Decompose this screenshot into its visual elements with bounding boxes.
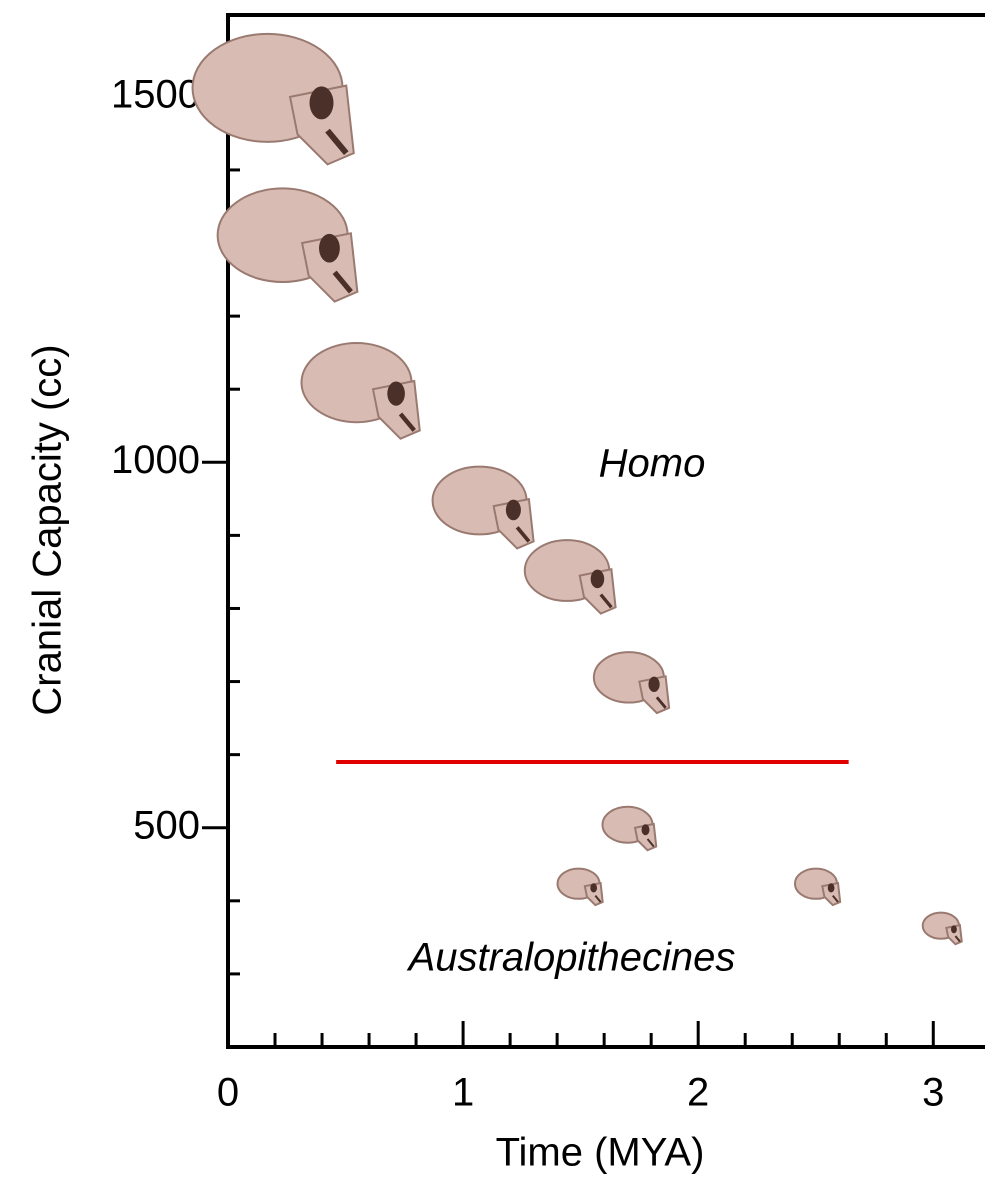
y-axis-label: Cranial Capacity (cc) — [26, 344, 70, 715]
skull-teeth — [594, 895, 602, 903]
y-tick-label: 1500 — [111, 72, 200, 116]
x-tick-label: 3 — [922, 1071, 944, 1115]
x-tick-label: 0 — [217, 1071, 239, 1115]
skull-point — [216, 187, 359, 303]
annotation: Homo — [599, 442, 706, 486]
y-tick-label: 1000 — [111, 438, 200, 482]
skull-point — [556, 867, 604, 907]
annotation: Australopithecines — [407, 936, 736, 980]
skull-teeth — [655, 696, 667, 709]
skull-eye — [827, 883, 835, 893]
skull-point — [191, 32, 355, 166]
skull-eye — [505, 499, 521, 521]
skull-point — [921, 911, 963, 946]
skull-teeth — [325, 128, 349, 156]
skull-teeth — [599, 593, 613, 609]
skull-teeth — [515, 526, 531, 543]
skull-eye — [590, 883, 598, 893]
skull-eye — [319, 233, 340, 263]
skull-eye — [387, 381, 405, 406]
skull-teeth — [954, 935, 961, 943]
skull-eye — [309, 86, 334, 120]
x-tick-label: 2 — [687, 1071, 709, 1115]
x-axis-label: Time (MYA) — [496, 1131, 705, 1175]
y-tick-label: 500 — [133, 803, 200, 847]
skull-point — [300, 342, 421, 440]
skull-teeth — [832, 895, 839, 903]
skull-eye — [648, 676, 660, 693]
skull-point — [793, 867, 842, 907]
skull-point — [601, 805, 658, 852]
skull-point — [592, 651, 671, 715]
x-tick-label: 1 — [452, 1071, 474, 1115]
skull-eye — [951, 925, 957, 934]
skull-eye — [590, 569, 605, 589]
skull-point — [523, 539, 617, 615]
skull-teeth — [332, 270, 353, 294]
skull-teeth — [398, 412, 416, 432]
skull-point — [431, 465, 535, 550]
skull-teeth — [646, 838, 655, 848]
skull-eye — [641, 824, 650, 836]
